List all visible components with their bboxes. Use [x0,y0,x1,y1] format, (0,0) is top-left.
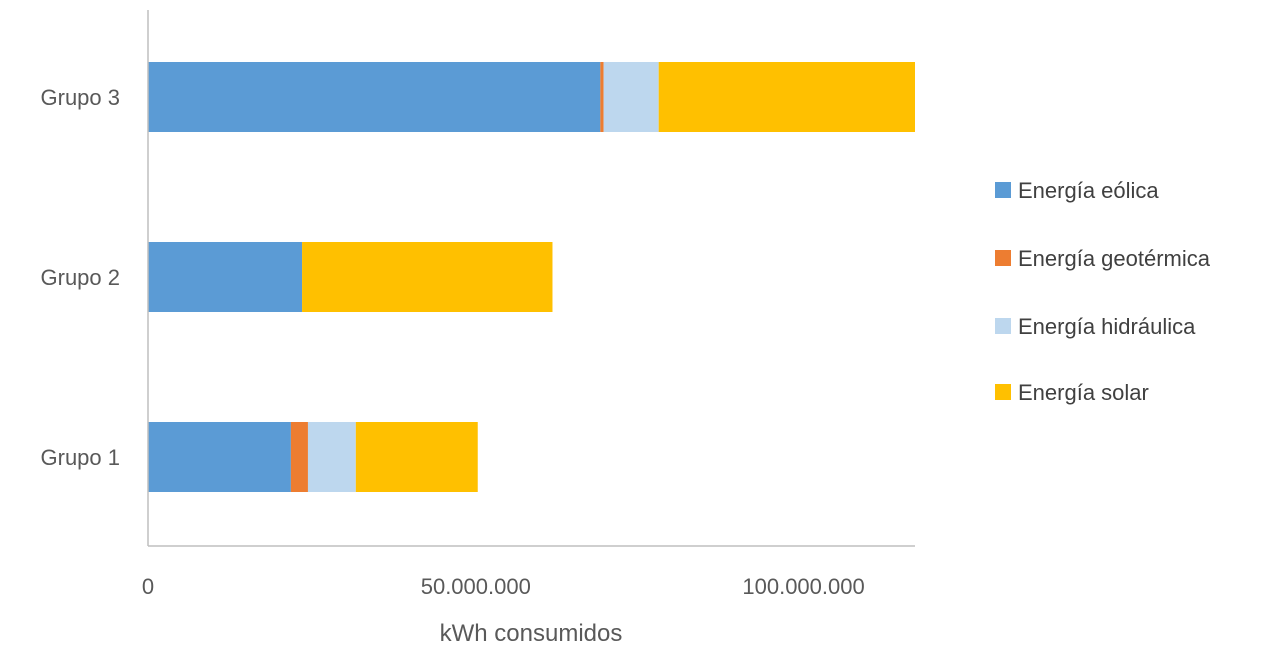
legend-label: Energía hidráulica [1018,314,1196,339]
y-tick-label: Grupo 1 [41,445,121,470]
bar-segment-grupo-1-series-3 [355,422,478,492]
bar-segment-grupo-3-series-1 [600,62,604,132]
bar-segment-grupo-1-series-1 [290,422,308,492]
bar-segment-grupo-3-series-0 [148,62,601,132]
y-tick-label: Grupo 3 [41,85,121,110]
legend-label: Energía solar [1018,380,1149,405]
y-tick-labels: Grupo 1 Grupo 2 Grupo 3 [41,85,121,470]
x-tick-label: 0 [142,574,154,599]
legend-item: Energía solar [995,380,1149,405]
bar-segment-grupo-1-series-0 [148,422,291,492]
legend-label: Energía geotérmica [1018,246,1211,271]
y-tick-label: Grupo 2 [41,265,121,290]
legend-swatch [995,318,1011,334]
legend: Energía eólica Energía geotérmica Energía … [995,178,1211,405]
legend-swatch [995,250,1011,266]
x-tick-labels: 0 50.000.000 100.000.000 [142,574,865,599]
bar-segment-grupo-3-series-2 [603,62,659,132]
bar-segment-grupo-2-series-0 [148,242,303,312]
bar-segment-grupo-2-series-3 [302,242,553,312]
x-axis-title: kWh consumidos [440,620,623,645]
legend-item: Energía eólica [995,178,1159,203]
bar-segment-grupo-3-series-3 [658,62,915,132]
legend-label: Energía eólica [1018,178,1159,203]
legend-swatch [995,384,1011,400]
legend-swatch [995,182,1011,198]
legend-item: Energía hidráulica [995,314,1196,339]
bar-segment-grupo-1-series-2 [307,422,356,492]
legend-item: Energía geotérmica [995,246,1211,271]
bars-group [148,62,915,492]
x-tick-label: 100.000.000 [742,574,864,599]
x-tick-label: 50.000.000 [421,574,531,599]
